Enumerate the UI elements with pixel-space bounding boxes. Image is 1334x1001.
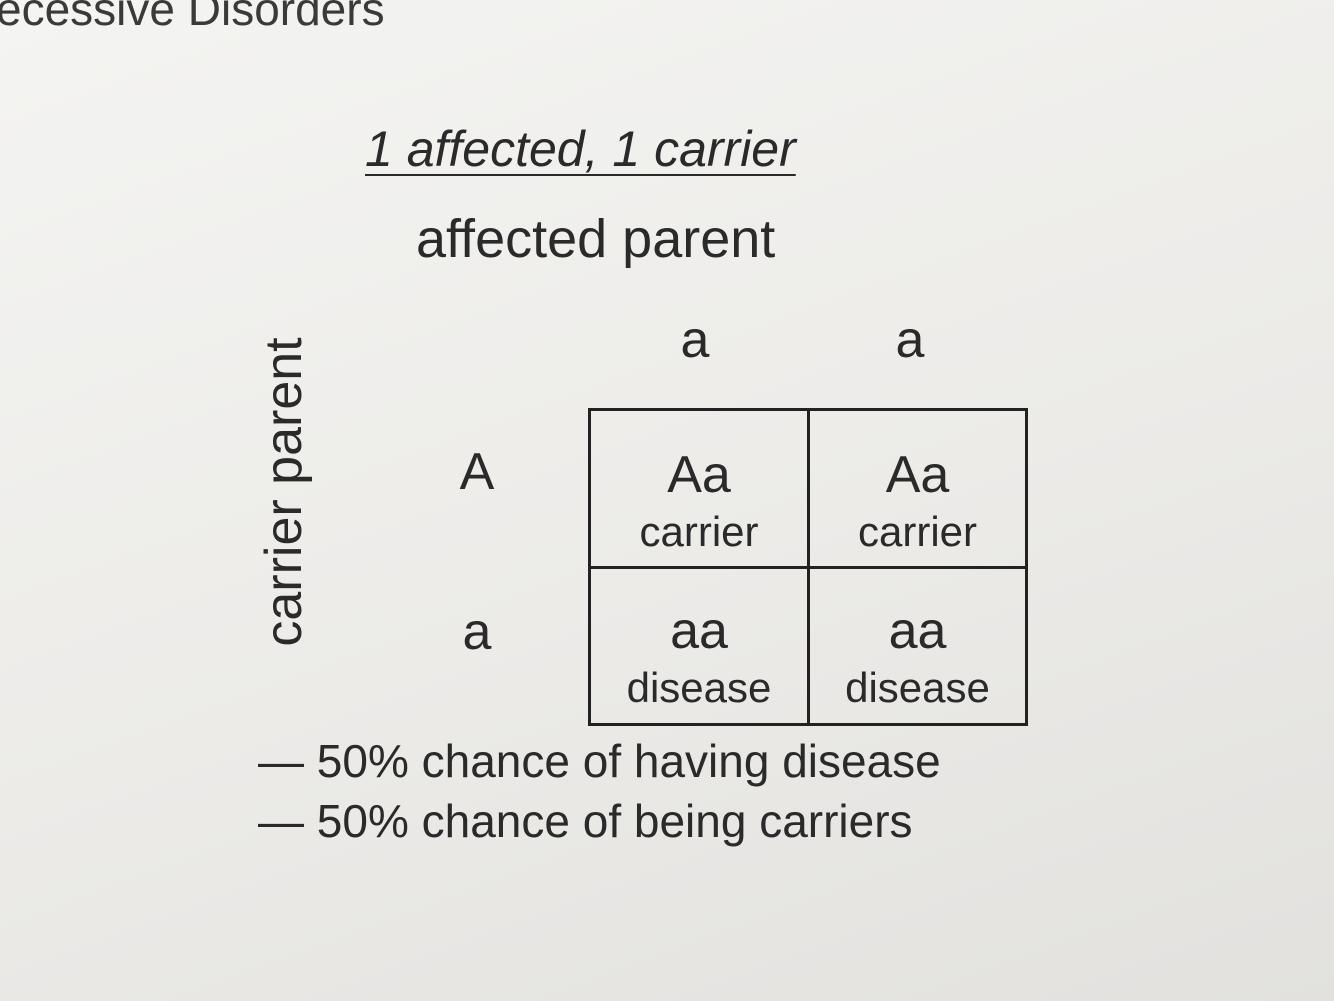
header-title: ecessive Disorders: [0, 0, 385, 35]
side-label: carrier parent: [255, 337, 313, 647]
genotype: aa: [670, 602, 728, 660]
grid-cell: Aa carrier: [808, 411, 1027, 569]
genotype: aa: [888, 602, 947, 660]
top-label: affected parent: [416, 209, 776, 269]
status: disease: [626, 664, 772, 711]
status: carrier: [639, 508, 759, 555]
status: disease: [845, 664, 990, 711]
subtitle: 1 affected, 1 carrier: [365, 121, 796, 177]
grid-cell: aa disease: [808, 567, 1027, 725]
grid-cell: Aa carrier: [591, 411, 810, 569]
row-allele: a: [462, 603, 492, 661]
row-allele: A: [459, 443, 495, 501]
note: — 50% chance of being carriers: [258, 795, 913, 847]
column-allele: a: [895, 311, 925, 369]
column-allele: a: [680, 311, 710, 369]
genotype: Aa: [667, 446, 731, 504]
grid-cell: aa disease: [591, 567, 810, 725]
genotype: Aa: [885, 446, 950, 504]
punnett-grid: Aa carrier Aa carrier aa disease aa disease: [588, 408, 1028, 726]
status: carrier: [857, 508, 977, 555]
note: — 50% chance of having disease: [258, 735, 941, 787]
